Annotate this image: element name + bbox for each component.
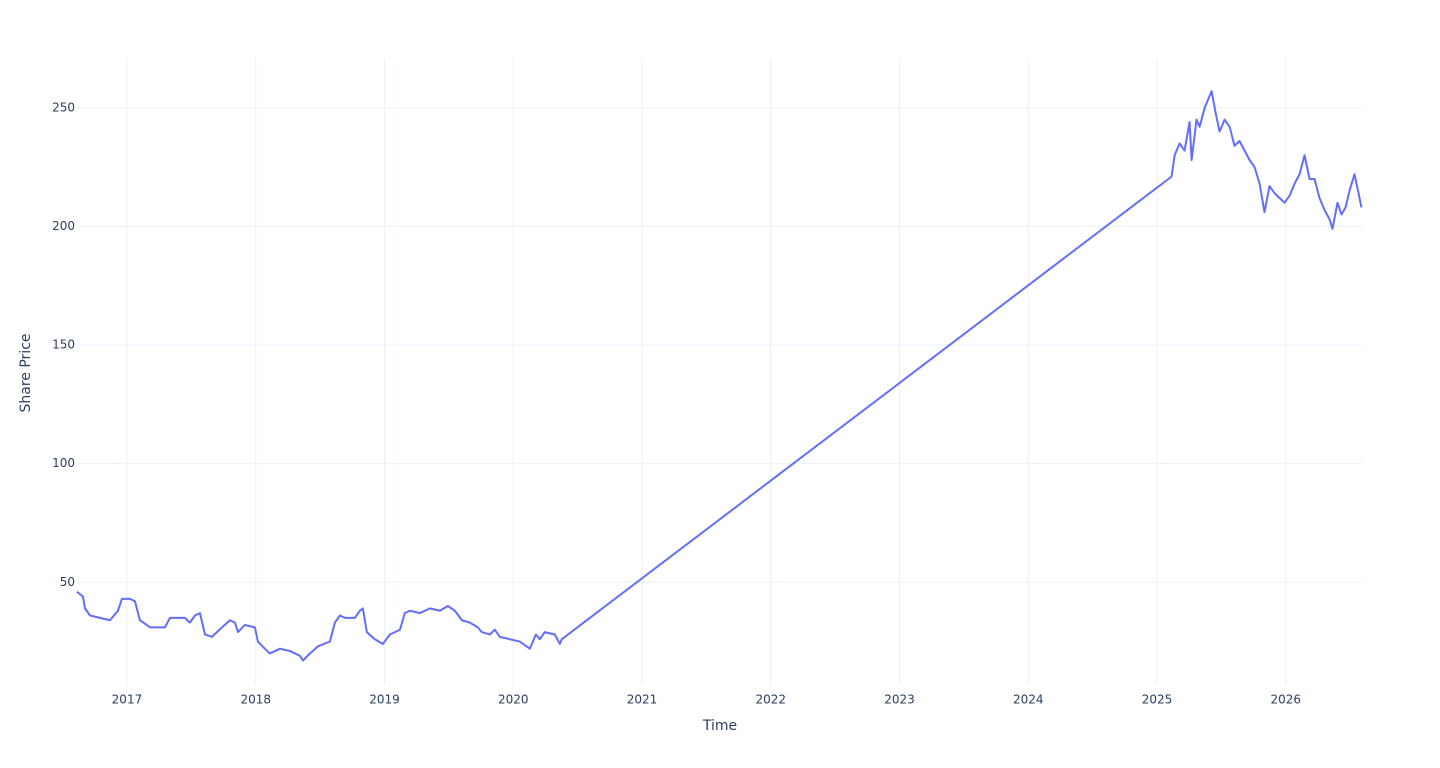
y-tick-label: 150 [52,338,75,352]
x-tick-label: 2026 [1270,693,1301,707]
x-tick-label: 2017 [112,693,143,707]
x-tick-label: 2024 [1013,693,1044,707]
x-tick-label: 2023 [884,693,915,707]
x-tick-label: 2022 [755,693,786,707]
y-tick-label: 50 [60,575,75,589]
x-tick-label: 2018 [240,693,271,707]
y-axis-title: Share Price [18,333,34,412]
x-tick-label: 2020 [498,693,529,707]
x-tick-label: 2019 [369,693,400,707]
y-tick-label: 200 [52,219,75,233]
x-tick-label: 2025 [1142,693,1173,707]
y-tick-label: 250 [52,100,75,114]
line [76,90,1363,662]
x-axis-title: Time [702,718,737,734]
x-tick-label: 2021 [627,693,658,707]
y-tick-label: 100 [52,456,75,470]
